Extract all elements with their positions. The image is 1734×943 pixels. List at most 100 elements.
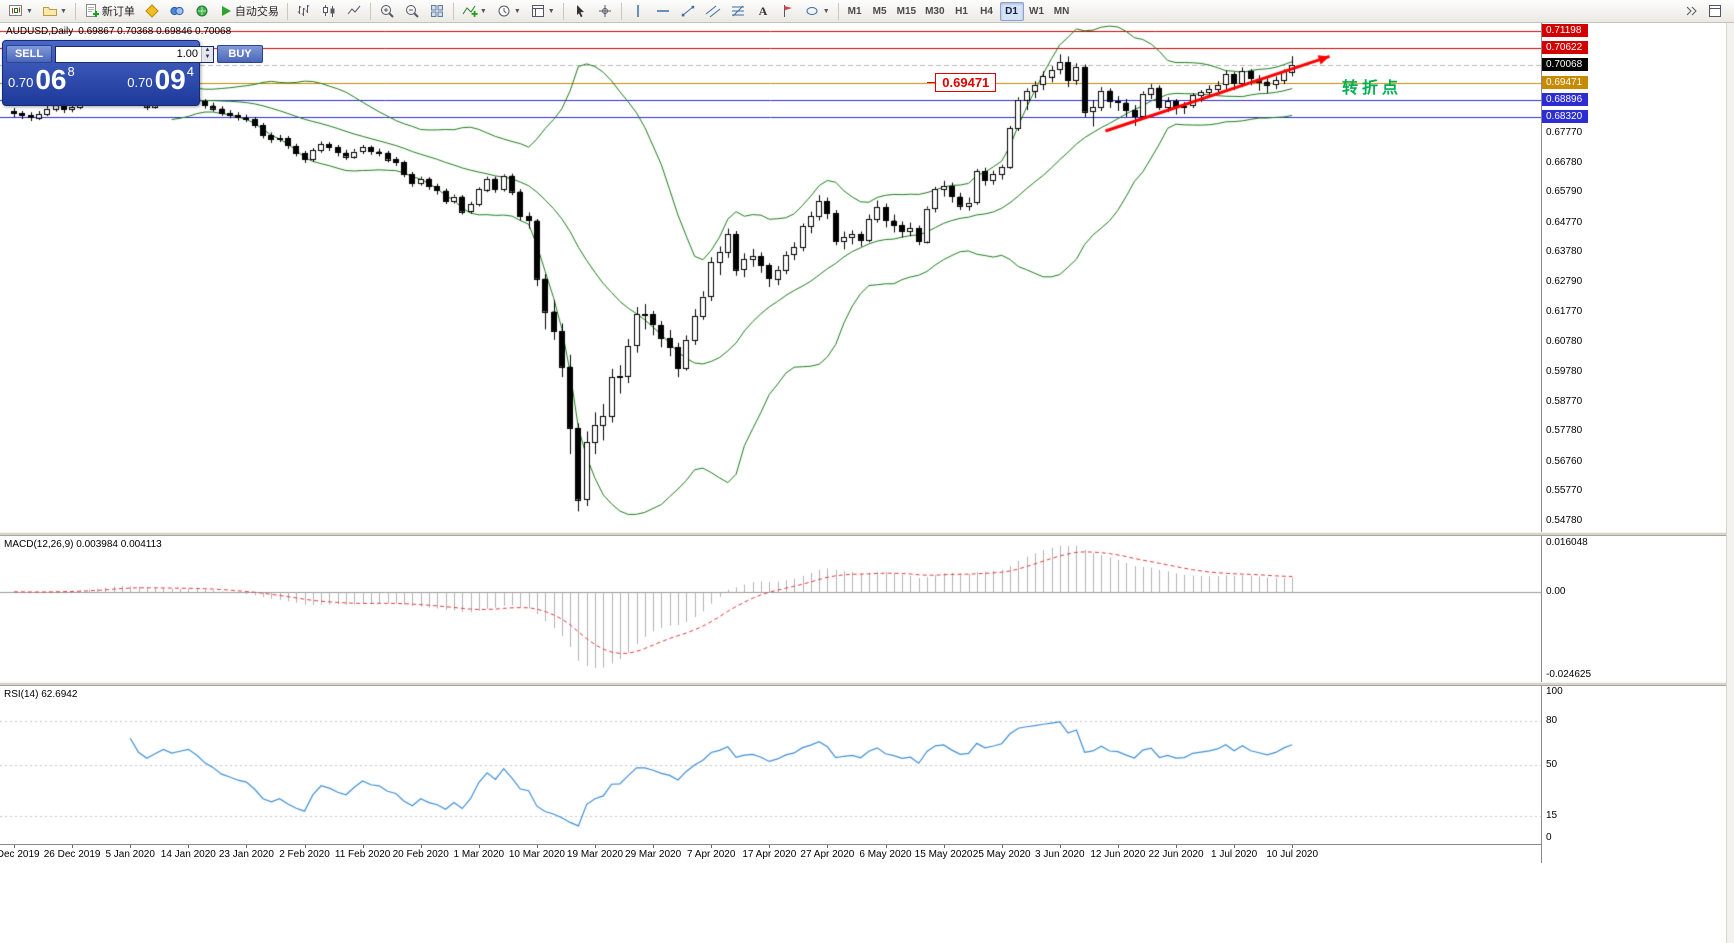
tab-timeframe-mn[interactable]: MN: [1053, 5, 1070, 17]
options-button[interactable]: [165, 1, 189, 21]
volume-increase-button[interactable]: ▲: [202, 46, 213, 54]
price-chart-canvas[interactable]: [0, 23, 1541, 532]
zoom-in-icon: [380, 5, 394, 18]
text-button[interactable]: A: [751, 1, 775, 21]
label-flag-icon: [783, 5, 792, 17]
indicators-button[interactable]: ▼: [458, 1, 491, 21]
volume-input[interactable]: [56, 46, 201, 62]
tile-windows-button[interactable]: [425, 1, 449, 21]
periods-icon: [498, 5, 510, 17]
price-scale-tick: 0.54780: [1546, 514, 1583, 526]
window-layout-button[interactable]: [1704, 1, 1726, 21]
horizontal-line-button[interactable]: [651, 1, 675, 21]
time-axis-tick: [1118, 845, 1119, 848]
metaeditor-button[interactable]: [140, 1, 164, 21]
turning-point-label[interactable]: 转折点: [1342, 80, 1403, 98]
new-order-icon: [85, 4, 99, 17]
price-scale-tick: 0.62790: [1546, 275, 1583, 287]
macd-canvas[interactable]: [0, 536, 1541, 682]
time-axis-tick: [769, 845, 770, 848]
equidistant-channel-icon: [705, 5, 720, 18]
time-axis-label: 5 Jan 2020: [105, 849, 155, 860]
navigator-button[interactable]: [190, 1, 214, 21]
panel-splitter[interactable]: [0, 532, 1726, 536]
autotrading-button[interactable]: 自动交易: [215, 1, 283, 21]
macd-scale-label: 0.00: [1546, 585, 1566, 597]
price-scale-tick: 0.55770: [1546, 485, 1583, 497]
line-chart-button[interactable]: [342, 1, 366, 21]
price-callout-label[interactable]: 0.69471: [927, 72, 997, 92]
volume-decrease-button[interactable]: ▼: [202, 54, 213, 62]
sell-price-prefix: 0.70: [8, 75, 34, 90]
price-scale-tick: 0.61770: [1546, 306, 1583, 318]
price-scale-tick: 0.58770: [1546, 395, 1583, 407]
dropdown-arrow-icon: ▼: [513, 7, 521, 15]
profiles-button[interactable]: ▼: [38, 1, 71, 21]
window-right-strip: [1726, 23, 1734, 943]
time-axis-tick: [595, 845, 596, 848]
macd-scale-label: -0.024625: [1546, 669, 1592, 680]
panel-splitter[interactable]: [0, 682, 1726, 686]
indicators-icon: [462, 5, 478, 17]
zoom-in-button[interactable]: [375, 1, 399, 21]
time-axis-label: 2 Feb 2020: [279, 849, 330, 860]
time-axis-label: 15 May 2020: [914, 849, 973, 860]
time-axis-label: 11 Feb 2020: [334, 849, 391, 860]
tab-timeframe-w1[interactable]: W1: [1029, 5, 1045, 17]
time-axis-label: 25 May 2020: [972, 849, 1031, 860]
chart-ohlc-header: AUDUSD,Daily 0.69867 0.70368 0.69846 0.70…: [6, 26, 236, 37]
tab-timeframe-m30[interactable]: M30: [925, 5, 945, 17]
rsi-canvas[interactable]: [0, 686, 1541, 844]
text-icon: A: [758, 4, 767, 18]
shapes-icon: [806, 7, 818, 15]
price-scale-tick: 0.66780: [1546, 156, 1583, 168]
tab-timeframe-d1[interactable]: D1: [999, 1, 1024, 21]
time-axis-label: 3 Jun 2020: [1035, 849, 1085, 860]
time-axis-tick: [363, 845, 364, 848]
tab-timeframe-h1[interactable]: H1: [955, 5, 968, 17]
price-scale-tick: 0.60780: [1546, 335, 1583, 347]
time-axis-label: 1 Jul 2020: [1211, 849, 1258, 860]
tab-timeframe-m1[interactable]: M1: [847, 5, 862, 17]
metaeditor-icon: [145, 4, 159, 18]
trendline-button[interactable]: [676, 1, 700, 21]
sell-button[interactable]: SELL: [6, 45, 52, 63]
rsi-scale-label: 80: [1546, 715, 1558, 727]
price-scale-tick: 0.59780: [1546, 365, 1583, 377]
zoom-out-icon: [405, 5, 419, 18]
equidistant-channel-button[interactable]: [701, 1, 725, 21]
time-axis-label: 7 Apr 2020: [687, 849, 736, 860]
new-order-button[interactable]: 新订单: [80, 1, 139, 21]
toolbar-overflow-icon: [1686, 6, 1697, 16]
time-axis-label: 17 Apr 2020: [742, 849, 797, 860]
candlestick-chart-button[interactable]: [317, 1, 341, 21]
volume-field: ▲ ▼: [55, 45, 214, 63]
cursor-button[interactable]: [568, 1, 592, 21]
buy-button[interactable]: BUY: [217, 45, 263, 63]
autotrading-label: 自动交易: [234, 6, 279, 18]
tab-timeframe-m15[interactable]: M15: [896, 5, 917, 17]
zoom-out-button[interactable]: [400, 1, 424, 21]
time-axis-tick: [72, 845, 73, 848]
crosshair-button[interactable]: [593, 1, 617, 21]
time-axis-label: 22 Jun 2020: [1148, 849, 1204, 860]
label-button[interactable]: [776, 1, 800, 21]
shapes-button[interactable]: ▼: [801, 1, 834, 21]
toolbar-overflow-button[interactable]: [1680, 1, 1702, 21]
vertical-line-button[interactable]: [626, 1, 650, 21]
tab-timeframe-h4[interactable]: H4: [980, 5, 993, 17]
dropdown-arrow-icon: ▼: [59, 7, 67, 15]
price-scale[interactable]: 0.67770 0.66780 0.65790 0.64770 0.63780 0.627…: [1541, 23, 1726, 863]
price-scale-tick: 0.56760: [1546, 455, 1583, 467]
new-order-label: 新订单: [101, 6, 135, 18]
tab-timeframe-m5[interactable]: M5: [872, 5, 887, 17]
new-chart-button[interactable]: ▼: [4, 1, 37, 21]
sell-price-big: 06: [35, 64, 67, 95]
bar-chart-button[interactable]: [292, 1, 316, 21]
templates-button[interactable]: ▼: [526, 1, 559, 21]
periods-button[interactable]: ▼: [492, 1, 525, 21]
fibonacci-button[interactable]: [726, 1, 750, 21]
